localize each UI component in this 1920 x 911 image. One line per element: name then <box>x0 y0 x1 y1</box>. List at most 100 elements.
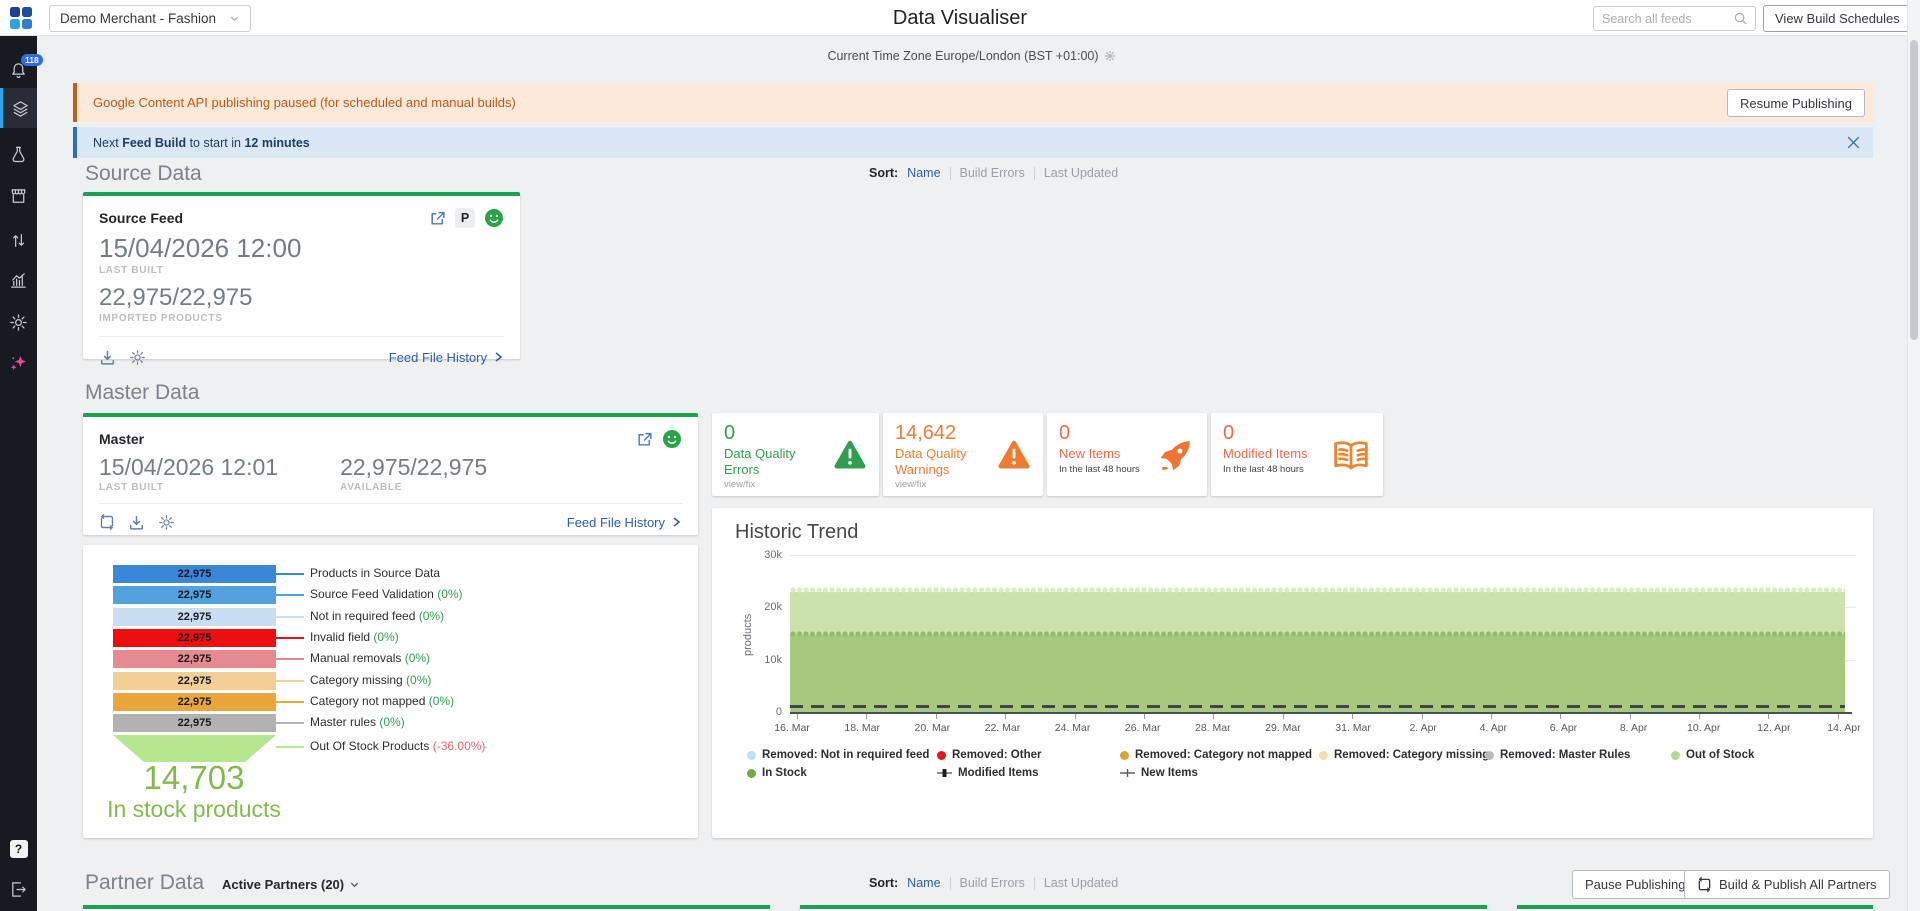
top-bar: Demo Merchant - Fashion Data Visualiser … <box>0 0 1920 36</box>
status-smiley-icon <box>484 208 504 228</box>
in-stock-result: 14,703 In stock products <box>34 759 354 824</box>
modified-new-items-series <box>790 705 1845 708</box>
y-tick: 10k <box>764 654 782 666</box>
pause-publishing-button[interactable]: Pause Publishing <box>1572 870 1699 899</box>
last-built-label: LAST BUILT <box>99 265 164 277</box>
legend-item[interactable]: Removed: Category not mapped <box>1120 749 1312 761</box>
funnel-label-out-of-stock: Out Of Stock Products (-36.00%) <box>310 739 486 753</box>
up-down-arrows-icon <box>9 231 28 250</box>
master-card: Master 15/04/2026 12:01 LAST BUILT 22,97… <box>83 413 698 535</box>
in-stock-markers <box>790 631 1845 637</box>
sidebar-item-marketplace[interactable] <box>0 176 37 216</box>
historic-trend-card: Historic Trend 30k 20k 10k 0 products 16… <box>712 508 1873 838</box>
partner-card[interactable] <box>800 905 1487 911</box>
master-available: 22,975/22,975 AVAILABLE <box>340 454 488 494</box>
scrollbar-thumb[interactable] <box>1910 40 1918 340</box>
build-publish-all-button[interactable]: Build & Publish All Partners <box>1684 870 1890 899</box>
stat-card-new-items: 0 New Items In the last 48 hours <box>1047 413 1207 496</box>
chart-icon <box>9 271 28 290</box>
download-icon[interactable] <box>99 349 116 366</box>
bell-icon: 118 <box>9 53 43 80</box>
legend-dot-icon <box>1319 750 1328 760</box>
view-fix-link[interactable]: view/fix <box>895 479 927 491</box>
funnel-label: Category not mapped (0%) <box>310 694 455 708</box>
sort-option-name[interactable]: Name <box>907 876 941 890</box>
sidebar-item-import-export[interactable] <box>0 220 37 260</box>
legend-item[interactable]: Removed: Other <box>937 749 1041 761</box>
timezone-gear-icon[interactable] <box>1104 50 1116 62</box>
partner-card[interactable] <box>83 905 770 911</box>
flask-icon <box>9 145 28 164</box>
resume-publishing-button[interactable]: Resume Publishing <box>1726 89 1865 117</box>
x-ticks <box>797 714 1839 719</box>
legend-item[interactable]: New Items <box>1120 767 1198 779</box>
legend-bar-marker-icon <box>937 768 952 778</box>
stat-subtext: In the last 48 hours <box>1059 463 1140 475</box>
funnel-label: Not in required feed (0%) <box>310 609 445 623</box>
search-input[interactable] <box>1602 11 1734 26</box>
view-fix-link[interactable]: view/fix <box>724 479 756 491</box>
merchant-selector[interactable]: Demo Merchant - Fashion <box>49 5 251 32</box>
sidebar-item-settings[interactable] <box>0 302 37 342</box>
sidebar-item-feeds[interactable] <box>0 88 37 128</box>
y-tick: 20k <box>764 601 782 613</box>
status-smiley-icon <box>662 429 682 449</box>
search-box[interactable] <box>1593 6 1756 31</box>
sort-option-build-errors[interactable]: Build Errors <box>959 876 1025 890</box>
sort-option-name[interactable]: Name <box>907 166 941 180</box>
legend-item[interactable]: In Stock <box>747 767 807 779</box>
external-link-icon[interactable] <box>636 431 653 448</box>
feed-settings-gear-icon[interactable] <box>129 349 146 366</box>
product-funnel-card: 22,975 22,975 22,975 22,975 22,975 22,97… <box>83 545 698 838</box>
legend-item[interactable]: Modified Items <box>937 767 1039 779</box>
legend-item[interactable]: Removed: Master Rules <box>1485 749 1630 761</box>
legend-dot-icon <box>1485 750 1494 760</box>
sidebar-item-notifications[interactable]: 118 <box>0 50 43 90</box>
feed-file-history-link[interactable]: Feed File History <box>389 350 504 365</box>
funnel-bar: 22,975 <box>113 629 276 647</box>
sort-label: Sort: <box>869 876 899 890</box>
merchant-selector-label: Demo Merchant - Fashion <box>60 11 217 26</box>
legend-item[interactable]: Removed: Not in required feed <box>747 749 929 761</box>
funnel-label: Category missing (0%) <box>310 673 432 687</box>
sort-option-last-updated[interactable]: Last Updated <box>1043 166 1119 180</box>
sidebar-item-data-lab[interactable] <box>0 134 37 174</box>
feed-settings-gear-icon[interactable] <box>158 514 175 531</box>
build-copy-icon[interactable] <box>99 514 115 531</box>
partner-card[interactable] <box>1517 905 1873 911</box>
funnel-label: Master rules (0%) <box>310 715 405 729</box>
view-build-schedules-button[interactable]: View Build Schedules <box>1763 5 1912 32</box>
next-build-banner: Next Feed Build to start in 12 minutes <box>73 127 1873 158</box>
chevron-right-icon <box>673 517 681 527</box>
sidebar-item-analytics[interactable] <box>0 260 37 300</box>
notification-badge: 118 <box>21 53 43 66</box>
y-tick: 30k <box>764 549 782 561</box>
chevron-down-icon <box>350 882 359 888</box>
master-last-built: 15/04/2026 12:01 LAST BUILT <box>99 454 279 494</box>
external-link-icon[interactable] <box>429 210 446 227</box>
legend-item[interactable]: Out of Stock <box>1671 749 1754 761</box>
sidebar-item-ai-assistant[interactable] <box>0 342 37 382</box>
active-partners-dropdown[interactable]: Active Partners (20) <box>222 877 360 892</box>
sidebar-item-logout[interactable] <box>0 869 37 909</box>
feed-file-history-link[interactable]: Feed File History <box>567 515 682 530</box>
sidebar-item-help[interactable]: ? <box>0 829 37 869</box>
funnel-bar: 22,975 <box>113 693 276 711</box>
funnel-label: Invalid field (0%) <box>310 630 399 644</box>
in-stock-value: 14,703 <box>143 759 245 796</box>
next-build-text: Next Feed Build to start in 12 minutes <box>93 135 310 150</box>
warning-triangle-icon <box>997 440 1031 470</box>
sort-option-last-updated[interactable]: Last Updated <box>1043 876 1119 890</box>
legend-dot-icon <box>1120 750 1129 760</box>
scrollbar-track <box>1907 0 1920 911</box>
timezone-text: Current Time Zone Europe/London (BST +01… <box>827 49 1099 63</box>
source-feed-card: Source Feed P 15/04/2026 12:00 LAST BUIL… <box>83 192 520 365</box>
legend-dot-icon <box>1671 750 1680 760</box>
x-axis <box>790 712 1852 714</box>
close-icon[interactable] <box>1846 135 1861 150</box>
download-icon[interactable] <box>128 514 145 531</box>
legend-item[interactable]: Removed: Category missing <box>1319 749 1489 761</box>
sort-option-build-errors[interactable]: Build Errors <box>959 166 1025 180</box>
funnel-label: Manual removals (0%) <box>310 651 431 665</box>
legend-dot-icon <box>937 750 946 760</box>
